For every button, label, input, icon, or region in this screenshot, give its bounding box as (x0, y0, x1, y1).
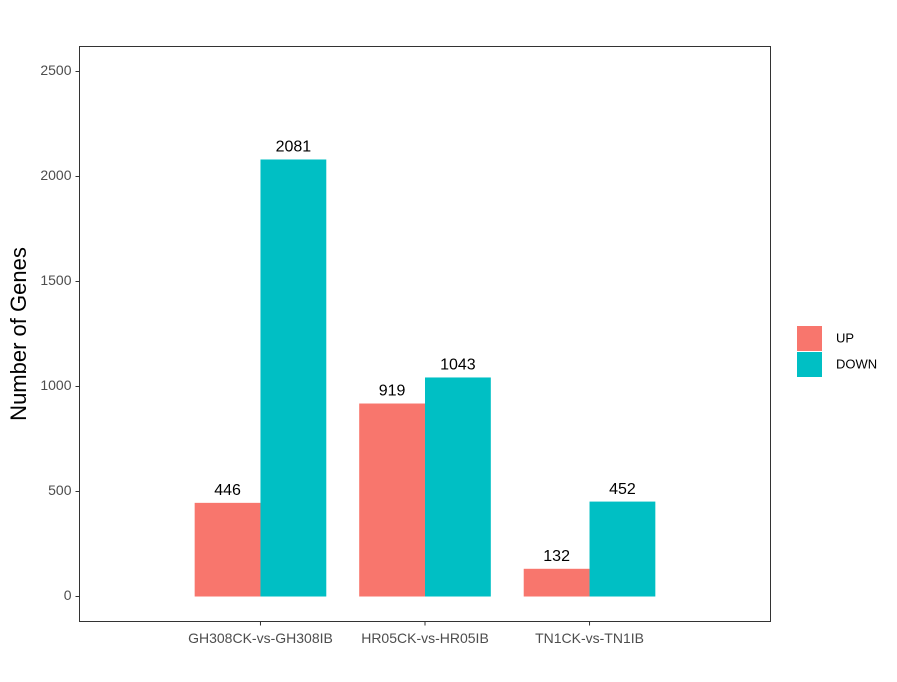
data-label: 919 (379, 383, 406, 400)
bar (194, 502, 261, 597)
y-tick-label: 1500 (40, 272, 71, 288)
legend-label: UP (836, 330, 854, 345)
y-axis-title: Number of Genes (6, 247, 31, 421)
bar (260, 159, 327, 597)
data-label: 452 (609, 481, 636, 498)
bar (359, 403, 425, 597)
data-label: 132 (543, 548, 570, 565)
data-label: 2081 (276, 139, 312, 156)
data-label: 1043 (440, 357, 476, 374)
legend-label: DOWN (836, 356, 877, 371)
bar (589, 501, 656, 597)
y-tick-label: 2000 (40, 167, 71, 183)
y-tick-label: 0 (64, 587, 72, 603)
x-tick-label: TN1CK-vs-TN1IB (535, 630, 644, 646)
y-tick-label: 1000 (40, 377, 71, 393)
data-label: 446 (214, 482, 241, 499)
bar (425, 377, 491, 597)
y-tick-label: 2500 (40, 62, 71, 78)
x-tick-label: HR05CK-vs-HR05IB (361, 630, 489, 646)
legend-swatch (797, 352, 822, 377)
bar (523, 568, 590, 597)
y-tick-label: 500 (48, 482, 72, 498)
legend-swatch (797, 326, 822, 351)
x-tick-label: GH308CK-vs-GH308IB (188, 630, 333, 646)
